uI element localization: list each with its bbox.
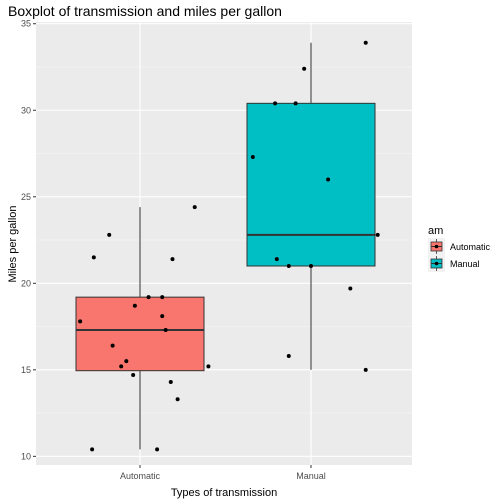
legend-key-point xyxy=(434,244,439,249)
legend-entry-automatic: Automatic xyxy=(428,238,491,255)
x-axis: Automatic Manual xyxy=(120,465,326,481)
y-tick-label: 30 xyxy=(21,105,31,115)
data-point xyxy=(250,154,255,159)
data-point xyxy=(124,359,129,364)
data-point xyxy=(363,40,368,45)
x-tick-label: Manual xyxy=(296,471,326,481)
data-point xyxy=(192,205,197,210)
box-layer xyxy=(75,42,376,450)
y-axis: 10 15 20 25 30 35 xyxy=(21,19,36,461)
data-point xyxy=(78,319,83,324)
data-point xyxy=(375,232,380,237)
y-axis-title: Miles per gallon xyxy=(7,205,19,282)
y-tick-label: 20 xyxy=(21,278,31,288)
legend-label: Manual xyxy=(450,259,480,269)
point-layer xyxy=(78,40,380,452)
x-axis-title: Types of transmission xyxy=(171,487,277,499)
data-point xyxy=(168,379,173,384)
data-point xyxy=(326,177,331,182)
chart-title: Boxplot of transmission and miles per ga… xyxy=(8,3,282,19)
box-manual xyxy=(246,102,376,267)
legend-entry-manual: Manual xyxy=(428,255,480,272)
data-point xyxy=(160,295,165,300)
data-point xyxy=(131,373,136,378)
data-point xyxy=(302,66,307,71)
legend-key-point xyxy=(434,261,439,266)
data-point xyxy=(309,263,313,268)
legend-title: am xyxy=(428,225,443,237)
data-point xyxy=(348,286,353,291)
data-point xyxy=(146,295,151,300)
data-point xyxy=(91,255,96,260)
y-tick-label: 15 xyxy=(21,365,31,375)
legend-label: Automatic xyxy=(450,242,491,252)
data-point xyxy=(274,257,279,262)
data-point xyxy=(286,353,291,358)
data-point xyxy=(175,397,180,402)
data-point xyxy=(90,447,95,452)
data-point xyxy=(155,447,160,452)
data-point xyxy=(110,343,115,348)
y-tick-label: 35 xyxy=(21,19,31,29)
data-point xyxy=(119,364,124,369)
y-tick-label: 10 xyxy=(21,451,31,461)
data-point xyxy=(363,367,368,372)
data-point xyxy=(132,303,137,308)
y-tick-label: 25 xyxy=(21,192,31,202)
data-point xyxy=(273,101,278,106)
x-tick-label: Automatic xyxy=(120,471,161,481)
data-point xyxy=(206,364,211,369)
box-automatic xyxy=(75,296,205,372)
data-point xyxy=(107,232,112,237)
data-point xyxy=(293,101,298,106)
data-point xyxy=(286,263,291,268)
data-point xyxy=(170,257,175,262)
legend: am Automatic Manual xyxy=(428,225,491,272)
data-point xyxy=(163,328,168,333)
data-point xyxy=(160,314,165,319)
